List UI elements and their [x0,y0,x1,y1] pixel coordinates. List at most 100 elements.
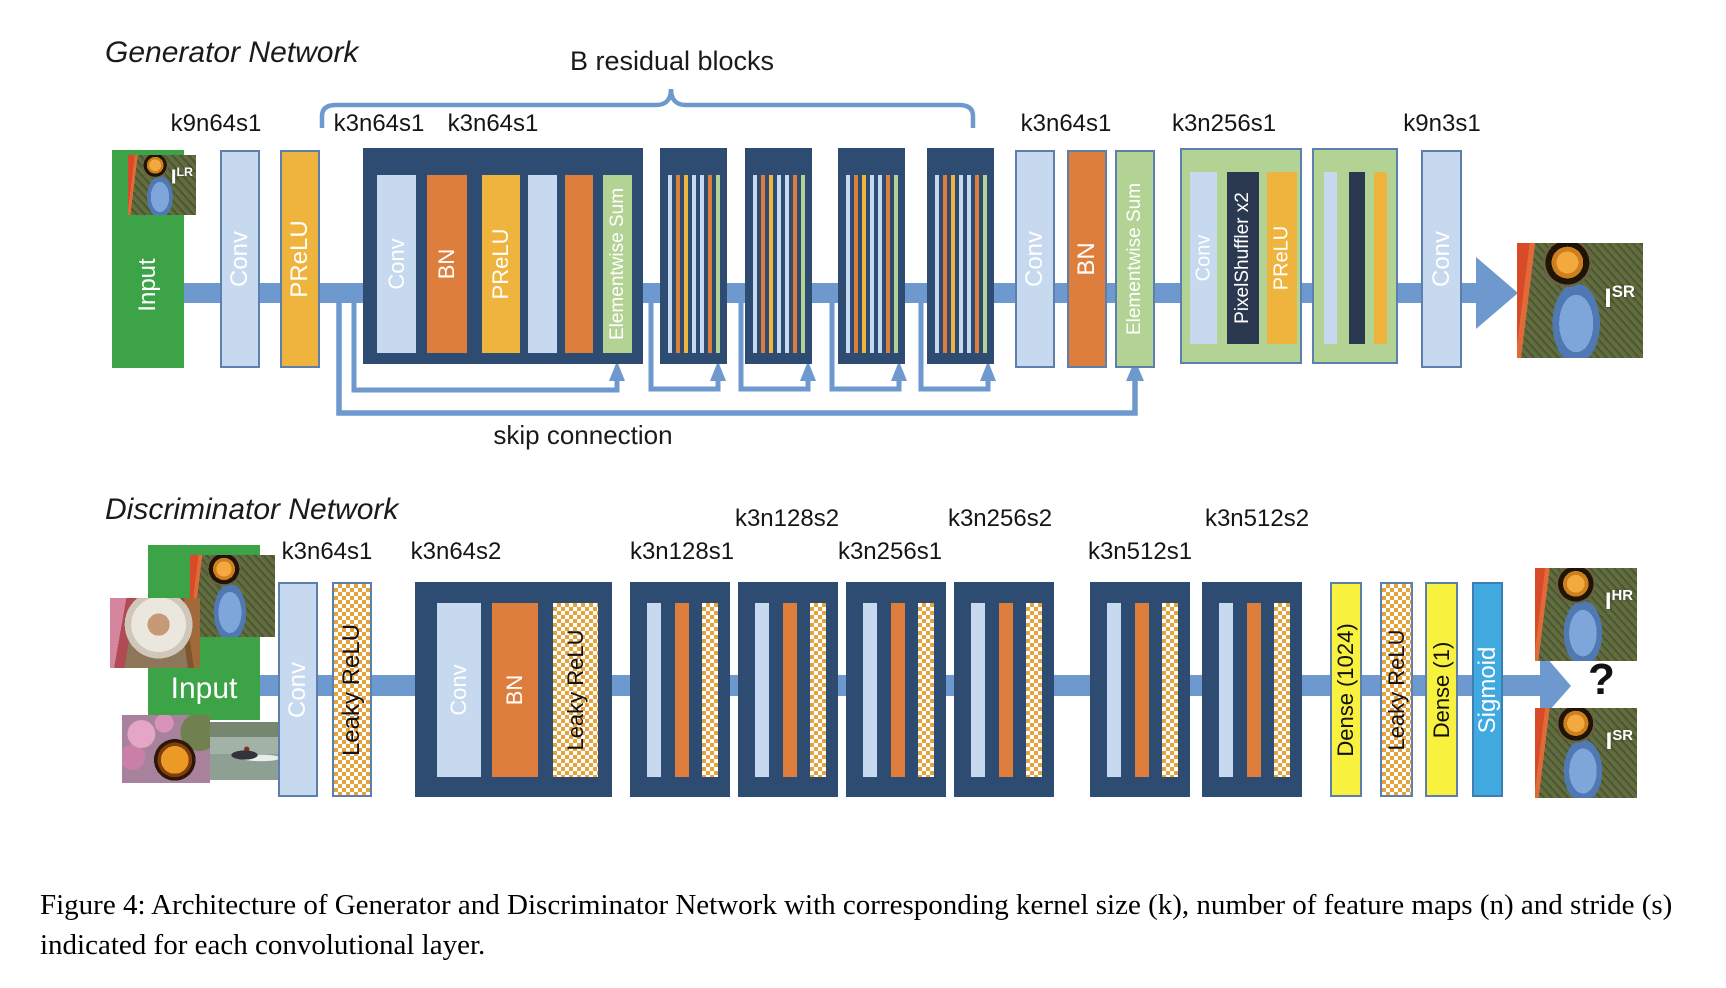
leaky-relu-layer: Leaky ReLU [1380,582,1413,797]
kernel-label-k3n512s1: k3n512s1 [1087,538,1193,565]
upsampling-block-compressed [1312,148,1398,364]
conv-stripe [1107,603,1121,777]
kernel-label-upsample-conv: k3n256s1 [1171,110,1277,137]
prelu-layer: PReLU [1267,172,1297,344]
kernel-label-k3n64s2: k3n64s2 [410,538,502,565]
generator-input-label: Input [134,258,161,312]
discriminator-conv-block: Conv BN Leaky ReLU [415,582,612,797]
residual-skip-arrowheads [609,361,996,381]
dense-1-layer: Dense (1) [1425,582,1458,797]
kernel-label-res-conv1: k3n64s1 [333,110,425,137]
hr-image: IHR [1535,568,1637,661]
bn-stripe [708,175,712,353]
pixelshuffler-label: PixelShuffler x2 [1232,192,1253,324]
woman-input-image [110,598,200,668]
conv-stripe [959,175,963,353]
upsampling-block: Conv PixelShuffler x2 PReLU [1180,148,1302,364]
bn-stripe [891,603,905,777]
prelu-label: PReLU [488,228,513,300]
bn-stripe [675,603,689,777]
conv-label: Conv [1192,234,1214,282]
conv-layer: Conv [220,150,260,368]
bn-layer [565,175,593,353]
bn-stripe [943,175,947,353]
bn-label: BN [434,248,459,280]
bn-label: BN [1073,242,1100,276]
conv-layer: Conv [377,175,416,353]
prelu-stripe [862,175,866,353]
conv-stripe [878,175,882,353]
baboon-input-image [190,555,275,637]
conv-layer: Conv [278,582,318,797]
conv-label: Conv [284,661,311,718]
kernel-label-res-conv2: k3n64s1 [447,110,539,137]
conv-stripe [1219,603,1233,777]
generator-title: Generator Network [105,36,359,69]
conv-stripe [846,175,850,353]
conv-stripe [967,175,971,353]
bn-layer: BN [1067,150,1107,368]
conv-layer: Conv [1190,172,1217,344]
lr-image-tag: ILR [170,165,193,189]
conv-stripe [692,175,696,353]
sr-output-image: ISR [1517,243,1643,358]
boat-input-image [210,722,285,780]
leaky-relu-stripe [1026,603,1042,777]
discriminator-conv-block-compressed [1202,582,1302,797]
skip-connection-label: skip connection [493,420,673,450]
conv-stripe [753,175,757,353]
leaky-relu-label: Leaky ReLU [1383,628,1409,751]
bn-layer: BN [427,175,467,353]
bn-stripe [1135,603,1149,777]
conv-layer: Conv [1421,150,1462,368]
conv-stripe [668,175,672,353]
discriminator-conv-block-compressed [846,582,946,797]
kernel-label-k3n256s2: k3n256s2 [947,505,1053,532]
elementwise-sum-layer: Elementwise Sum [603,175,632,353]
prelu-layer: PReLU [280,150,320,368]
sr-image: ISR [1535,708,1637,798]
residual-block-compressed [745,148,812,364]
sr-image-tag: ISR [1604,282,1635,314]
conv-stripe [777,175,781,353]
prelu-stripe [684,175,688,353]
kernel-label-k3n512s2: k3n512s2 [1204,505,1310,532]
kernel-label-k9n64s1: k9n64s1 [170,110,262,137]
elementwise-sum-stripe [894,175,898,353]
bn-stripe [676,175,680,353]
leaky-relu-stripe [810,603,826,777]
discriminator-conv-block-compressed [954,582,1054,797]
discriminator-conv-block-compressed [738,582,838,797]
residual-block-compressed [660,148,727,364]
dense-1-label: Dense (1) [1428,641,1454,738]
prelu-stripe [1374,172,1387,344]
kernel-label-k3n256s1: k3n256s1 [837,538,943,565]
conv-stripe [1324,172,1337,344]
leaky-relu-stripe [1162,603,1178,777]
bn-stripe [886,175,890,353]
conv-stripe [647,603,661,777]
conv-label: Conv [383,238,409,290]
leaky-relu-layer: Leaky ReLU [332,582,372,797]
leaky-relu-layer: Leaky ReLU [553,603,598,777]
leaky-relu-label: Leaky ReLU [562,629,588,751]
elementwise-sum-layer: Elementwise Sum [1115,150,1155,368]
elementwise-sum-stripe [716,175,720,353]
bn-stripe [761,175,765,353]
conv-stripe [870,175,874,353]
conv-stripe [700,175,704,353]
bn-stripe [975,175,979,353]
lr-input-image: ILR [128,155,196,215]
dense-1024-label: Dense (1024) [1333,622,1358,757]
leaky-relu-stripe [1274,603,1290,777]
conv-label: Conv [1427,230,1455,288]
butterfly-input-image [122,715,210,783]
sr-image-tag: ISR [1605,727,1633,755]
elementwise-sum-label: Elementwise Sum [606,187,628,341]
sigmoid-label: Sigmoid [1473,646,1501,733]
pixelshuffler-stripe [1349,172,1365,344]
kernel-label-output-conv: k9n3s1 [1403,110,1481,137]
residual-block-compressed [927,148,994,364]
elementwise-sum-stripe [801,175,805,353]
